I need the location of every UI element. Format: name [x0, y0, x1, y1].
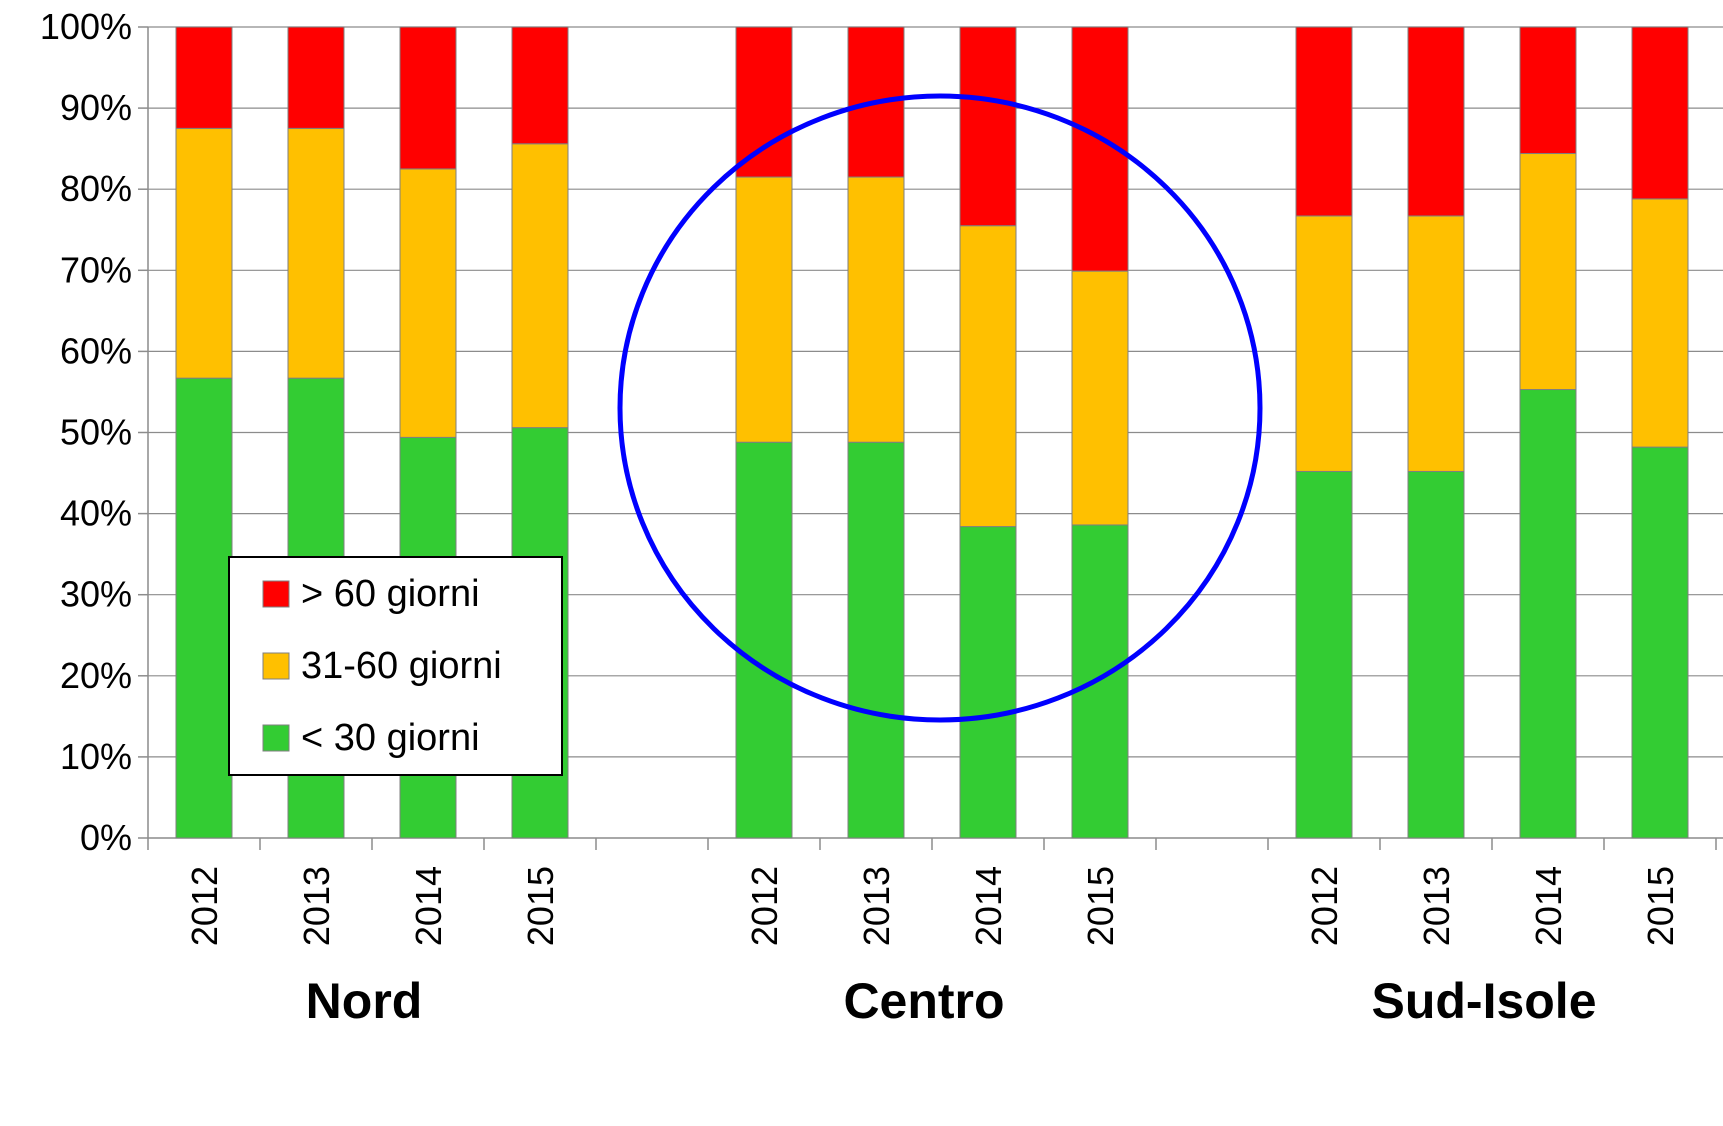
- bar-segment: [287, 26, 345, 129]
- bar-segment: [1295, 26, 1353, 217]
- bar-segment: [959, 526, 1017, 839]
- legend-swatch: [262, 580, 290, 608]
- bar-segment: [1631, 446, 1689, 839]
- y-tick-label: 10%: [60, 736, 132, 777]
- bar-segment: [847, 441, 905, 839]
- bar-segment: [1407, 470, 1465, 839]
- y-tick-label: 30%: [60, 574, 132, 615]
- bar-segment: [1519, 26, 1577, 155]
- annotations: [617, 93, 1263, 723]
- y-tick-label: 80%: [60, 168, 132, 209]
- bar-segment: [1519, 153, 1577, 391]
- bar-segment: [847, 176, 905, 443]
- group-label: Sud-Isole: [1371, 973, 1596, 1029]
- y-tick-label: 20%: [60, 655, 132, 696]
- bar-segment: [735, 441, 793, 839]
- bar-segment: [1071, 524, 1129, 839]
- x-tick-label: 2015: [1080, 866, 1121, 946]
- bar-segment: [399, 26, 457, 170]
- x-tick-label: 2012: [744, 866, 785, 946]
- legend-label: < 30 giorni: [301, 717, 480, 759]
- y-tick-label: 0%: [80, 817, 132, 858]
- y-tick-label: 70%: [60, 249, 132, 290]
- group-label: Centro: [843, 973, 1004, 1029]
- bar-segment: [1631, 198, 1689, 448]
- x-tick-label: 2012: [1304, 866, 1345, 946]
- group-label: Nord: [306, 973, 423, 1029]
- bar-segment: [1631, 26, 1689, 200]
- y-tick-label: 60%: [60, 330, 132, 371]
- bar-segment: [1071, 270, 1129, 526]
- y-tick-label: 100%: [40, 6, 132, 47]
- legend-label: 31-60 giorni: [301, 645, 502, 687]
- bar-segment: [735, 176, 793, 443]
- legend-swatch: [262, 724, 290, 752]
- legend: > 60 giorni 31-60 giorni < 30 giorni: [228, 556, 563, 776]
- bar-segment: [287, 127, 345, 379]
- x-tick-label: 2015: [1640, 866, 1681, 946]
- x-tick-label: 2013: [1416, 866, 1457, 946]
- bar-segment: [175, 127, 233, 379]
- y-tick-label: 50%: [60, 412, 132, 453]
- y-tick-label: 90%: [60, 87, 132, 128]
- bar-segment: [959, 225, 1017, 528]
- x-tick-label: 2014: [1528, 866, 1569, 946]
- bar-segment: [1519, 389, 1577, 839]
- bar-segment: [959, 26, 1017, 227]
- bar-segment: [175, 26, 233, 129]
- x-tick-label: 2013: [296, 866, 337, 946]
- bar-segment: [735, 26, 793, 178]
- y-tick-label: 40%: [60, 493, 132, 534]
- highlight-circle: [617, 93, 1263, 723]
- bar-segment: [1407, 26, 1465, 217]
- labels: 0% 10% 20% 30% 40% 50% 60% 70% 80% 90% 100% 2012 201…: [40, 6, 1681, 1029]
- bar-segment: [1407, 215, 1465, 472]
- bars: [175, 26, 1689, 839]
- x-tick-label: 2014: [968, 866, 1009, 946]
- bar-segment: [1295, 470, 1353, 839]
- x-tick-label: 2014: [408, 866, 449, 946]
- x-tick-label: 2013: [856, 866, 897, 946]
- legend-swatch: [262, 652, 290, 680]
- bar-segment: [399, 168, 457, 438]
- bar-segment: [175, 377, 233, 839]
- x-tick-label: 2015: [520, 866, 561, 946]
- bar-segment: [511, 143, 569, 429]
- bar-segment: [511, 26, 569, 145]
- x-tick-label: 2012: [184, 866, 225, 946]
- bar-segment: [1295, 215, 1353, 472]
- legend-label: > 60 giorni: [301, 573, 480, 615]
